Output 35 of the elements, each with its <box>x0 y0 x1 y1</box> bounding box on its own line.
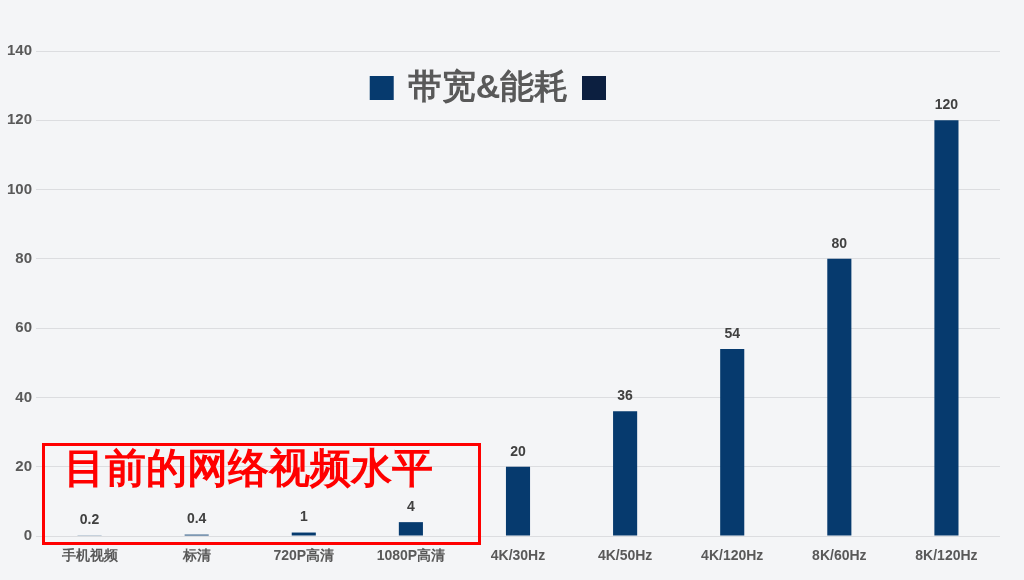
y-tick-label: 0 <box>23 526 32 544</box>
annotation: 目前的网络视频水平 <box>64 445 433 492</box>
bar <box>827 258 852 536</box>
x-tick-label: 4K/120Hz <box>701 547 764 564</box>
y-tick-label: 100 <box>6 179 32 197</box>
data-label: 0.2 <box>79 511 100 528</box>
y-tick-label: 120 <box>6 110 32 128</box>
x-tick-label: 4K/50Hz <box>597 547 653 564</box>
data-label: 0.4 <box>186 510 207 527</box>
x-tick-label: 标清 <box>181 547 211 564</box>
x-tick-label: 8K/60Hz <box>812 547 867 564</box>
x-tick-label: 1080P高清 <box>376 547 446 564</box>
legend-label: 带宽&能耗 <box>407 67 569 106</box>
bar <box>720 348 745 536</box>
bar <box>505 466 531 536</box>
data-label: 80 <box>831 234 848 251</box>
data-label: 20 <box>510 442 526 459</box>
data-label: 36 <box>617 387 634 404</box>
bar <box>398 522 423 536</box>
y-tick-label: 20 <box>15 456 32 474</box>
bar <box>291 532 316 536</box>
y-tick-label: 80 <box>15 249 32 266</box>
y-tick-label: 40 <box>15 387 32 405</box>
data-label: 4 <box>406 498 415 514</box>
bar <box>934 120 959 536</box>
bar <box>613 411 638 536</box>
y-tick-label: 60 <box>15 318 32 336</box>
data-label: 120 <box>934 96 959 113</box>
data-label: 54 <box>724 324 741 341</box>
data-label: 1 <box>299 508 308 525</box>
x-tick-label: 720P高清 <box>273 547 335 564</box>
x-tick-label: 8K/120Hz <box>915 547 978 564</box>
x-tick-label: 手机视频 <box>60 547 119 564</box>
x-tick-label: 4K/30Hz <box>490 547 546 564</box>
y-tick-label: 140 <box>6 41 32 59</box>
